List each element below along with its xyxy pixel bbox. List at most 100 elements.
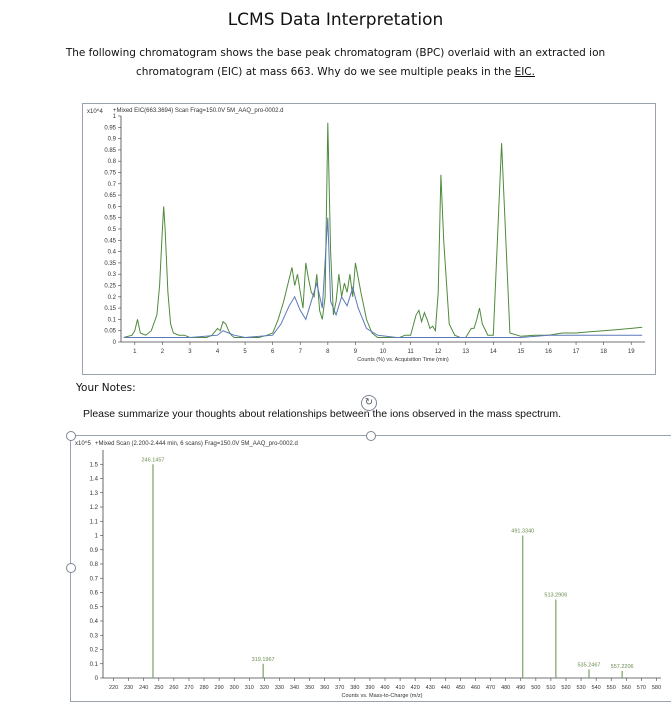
chart1-y-tick-label: 0.65 [104, 193, 116, 199]
chart1-x-tick-label: 3 [188, 349, 192, 355]
chart2-x-tick-label: 480 [501, 685, 510, 691]
chart2-x-tick-label: 330 [275, 685, 284, 691]
resize-handle-top-left[interactable] [66, 431, 76, 441]
chart2-y-tick-label: 0.1 [90, 662, 99, 668]
chart2-x-tick-label: 580 [652, 685, 661, 691]
chart2-x-tick-label: 420 [411, 685, 420, 691]
chart2-x-tick-label: 260 [169, 685, 178, 691]
chart1-y-tick-label: 0.3 [108, 272, 117, 278]
chart2-x-tick-label: 500 [531, 685, 540, 691]
page-title: LCMS Data Interpretation [227, 10, 444, 30]
chart2-y-tick-label: 0.2 [90, 648, 99, 654]
chart2-x-tick-label: 440 [441, 685, 450, 691]
chart2-y-tick-label: 1.1 [90, 519, 99, 525]
chart1-x-tick-label: 14 [490, 349, 497, 355]
chart2-y-tick-label: 0.8 [90, 562, 99, 568]
chromatogram-svg: x10^4 +Mixed EIC(663.3694) Scan Frag=150.… [87, 108, 645, 363]
chart1-y-tick-label: 0.2 [108, 295, 117, 301]
chart1-series-bpc [123, 122, 643, 338]
chart1-x-tick-label: 12 [435, 349, 442, 355]
chart2-x-tick-label: 340 [290, 685, 299, 691]
chart2-x-tick-label: 410 [396, 685, 405, 691]
intro-text-line-1: The following chromatogram shows the bas… [65, 47, 606, 59]
mass-spectrum-chart[interactable]: x10^5 +Mixed Scan (2.200-2.444 min, 6 sca… [70, 435, 671, 702]
chart1-y-tick-label: 0.45 [104, 238, 116, 244]
chart1-x-tick-label: 7 [299, 349, 303, 355]
chart2-y-tick-label: 0.4 [90, 619, 99, 625]
chart1-series-eic [123, 217, 643, 339]
chart1-y-tick-label: 0.35 [104, 261, 116, 267]
chart2-x-tick-label: 510 [546, 685, 555, 691]
chromatogram-chart: x10^4 +Mixed EIC(663.3694) Scan Frag=150.… [82, 103, 656, 375]
chart2-x-tick-label: 540 [592, 685, 601, 691]
chart2-header: +Mixed Scan (2.200-2.444 min, 6 scans) F… [95, 441, 298, 447]
chart1-x-tick-label: 8 [326, 349, 330, 355]
resize-handle-top-center[interactable] [366, 431, 376, 441]
chart1-y-tick-label: 1 [113, 114, 117, 120]
chart2-y-tick-label: 0.3 [90, 633, 99, 639]
intro-text-line-2-body: chromatogram (EIC) at mass 663. Why do w… [136, 66, 515, 78]
chart2-x-tick-label: 460 [471, 685, 480, 691]
chart1-multiplier: x10^4 [87, 109, 103, 115]
chart1-y-tick-label: 0.85 [104, 148, 116, 154]
chart2-x-tick-label: 320 [260, 685, 269, 691]
chart2-x-tick-label: 430 [426, 685, 435, 691]
chart2-x-tick-label: 560 [622, 685, 631, 691]
chart2-x-tick-label: 310 [245, 685, 254, 691]
chart2-x-tick-label: 370 [335, 685, 344, 691]
chart2-x-tick-label: 300 [230, 685, 239, 691]
chart1-x-tick-label: 6 [271, 349, 275, 355]
chart1-y-tick-label: 0.55 [104, 216, 116, 222]
chart1-y-tick-label: 0.9 [108, 137, 117, 143]
chart1-x-tick-label: 5 [243, 349, 247, 355]
chart1-x-tick-label: 11 [407, 349, 414, 355]
chart1-y-tick-label: 0 [113, 340, 117, 346]
chart1-y-tick-label: 0.05 [104, 329, 116, 335]
eic-word: EIC. [514, 66, 535, 78]
chart2-x-tick-label: 570 [637, 685, 646, 691]
chart2-y-tick-label: 1.5 [90, 462, 99, 468]
chart1-x-tick-label: 16 [545, 349, 552, 355]
chart2-x-tick-label: 280 [199, 685, 208, 691]
chart1-y-tick-label: 0.75 [104, 171, 116, 177]
chart2-x-tick-label: 470 [486, 685, 495, 691]
resize-handle-middle-left[interactable] [66, 563, 76, 573]
chart2-y-tick-label: 0.6 [90, 591, 99, 597]
chart2-x-tick-label: 550 [607, 685, 616, 691]
chart2-y-tick-label: 0.5 [90, 605, 99, 611]
chart2-x-tick-label: 290 [215, 685, 224, 691]
chart1-x-tick-label: 1 [133, 349, 137, 355]
chart1-y-tick-label: 0.5 [108, 227, 117, 233]
chart1-y-tick-label: 0.15 [104, 306, 116, 312]
chart1-x-tick-label: 10 [380, 349, 387, 355]
chart1-x-tick-label: 2 [161, 349, 165, 355]
chart2-peak-label: 246.1457 [142, 457, 165, 463]
chart2-y-tick-label: 0 [95, 676, 99, 682]
chart1-x-tick-label: 4 [216, 349, 220, 355]
chart1-x-tick-label: 13 [462, 349, 469, 355]
chart2-x-tick-label: 240 [139, 685, 148, 691]
chart1-y-tick-label: 0.25 [104, 284, 116, 290]
chart1-y-tick-label: 0.4 [108, 250, 117, 256]
chart2-x-tick-label: 220 [109, 685, 118, 691]
chart2-x-tick-label: 380 [350, 685, 359, 691]
intro-text-line-2: chromatogram (EIC) at mass 663. Why do w… [0, 66, 671, 78]
chart1-x-tick-label: 19 [628, 349, 635, 355]
chart2-x-tick-label: 230 [124, 685, 133, 691]
rotate-handle-icon[interactable]: ↻ [361, 395, 377, 411]
chart2-peak-label: 535.2467 [578, 662, 601, 668]
chart2-x-axis-label: Counts vs. Mass-to-Charge (m/z) [342, 693, 423, 699]
chart2-peak-label: 491.3340 [511, 529, 534, 535]
chart1-x-tick-label: 9 [354, 349, 358, 355]
chart2-x-tick-label: 350 [305, 685, 314, 691]
chart1-x-tick-label: 15 [518, 349, 525, 355]
chart1-y-tick-label: 0.8 [108, 159, 117, 165]
summary-prompt: Please summarize your thoughts about rel… [83, 408, 562, 420]
chart2-x-tick-label: 250 [154, 685, 163, 691]
chart1-y-tick-label: 0.1 [108, 317, 117, 323]
notes-label: Your Notes: [76, 382, 136, 394]
chart1-y-tick-label: 0.7 [108, 182, 117, 188]
chart2-x-tick-label: 390 [365, 685, 374, 691]
chart1-x-tick-label: 17 [573, 349, 580, 355]
chart2-x-tick-label: 270 [184, 685, 193, 691]
